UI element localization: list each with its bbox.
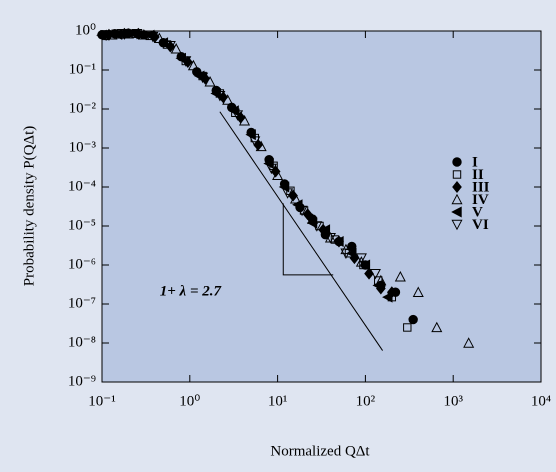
data-point [265, 163, 277, 175]
x-tick-label: 10⁻¹ [88, 393, 115, 409]
legend-marker [451, 206, 462, 218]
data-point [282, 188, 294, 199]
data-point [170, 43, 182, 54]
data-point [249, 136, 261, 147]
data-point [278, 181, 290, 193]
legend-marker [452, 181, 462, 193]
y-tick-label: 10⁻² [69, 100, 97, 116]
y-tick-label: 10⁻³ [69, 139, 97, 155]
data-point [403, 323, 412, 332]
y-tick-label: 10⁻⁶ [68, 256, 96, 272]
data-point [263, 157, 274, 170]
data-point [116, 29, 128, 40]
legend-marker [451, 193, 463, 205]
y-axis-label: Probability density P(QΔt) [21, 126, 37, 286]
y-tick-label: 10⁻⁸ [68, 334, 96, 350]
data-point [346, 247, 357, 259]
legend-label: III [472, 179, 490, 195]
y-tick-label: 10⁻⁷ [68, 295, 96, 311]
x-tick-label: 10⁰ [179, 393, 200, 409]
data-point [272, 169, 284, 180]
data-point [164, 40, 176, 52]
data-point [147, 31, 159, 43]
legend-label: V [472, 204, 483, 220]
data-point [180, 56, 192, 67]
data-point [222, 94, 234, 105]
data-point [408, 314, 418, 325]
x-tick-label: 10³ [443, 393, 463, 409]
data-point [187, 59, 199, 71]
y-tick-label: 10⁻⁴ [68, 178, 96, 194]
plot-area [101, 30, 542, 383]
data-point [333, 235, 344, 248]
x-tick-label: 10⁴ [531, 393, 551, 409]
y-tick-label: 10⁻⁵ [68, 217, 96, 233]
data-point [100, 30, 112, 41]
reference-line [219, 111, 384, 351]
legend-label: I [472, 154, 478, 170]
legend-label: VI [472, 217, 489, 233]
data-point [255, 140, 267, 152]
data-point [324, 233, 336, 244]
legend-label: IV [472, 192, 489, 208]
data-point [311, 221, 323, 232]
data-point [319, 224, 331, 236]
x-axis-label: Normalized QΔt [270, 443, 370, 459]
data-point [111, 28, 123, 40]
data-point [372, 279, 383, 291]
data-point [238, 114, 251, 126]
data-point [340, 248, 352, 260]
data-point [204, 75, 216, 87]
legend-marker [451, 219, 463, 231]
data-point [289, 192, 302, 204]
data-point [394, 270, 406, 282]
data-point [232, 110, 244, 121]
data-point [431, 321, 443, 333]
data-point [197, 72, 209, 84]
legend-label: II [472, 167, 484, 183]
x-tick-label: 10² [356, 393, 376, 409]
data-point [369, 268, 381, 280]
data-point [359, 259, 371, 271]
data-point [157, 37, 169, 49]
data-point [412, 286, 424, 297]
data-point [355, 253, 367, 264]
data-point [302, 208, 313, 221]
x-tick-label: 10¹ [268, 393, 288, 409]
y-tick-label: 10⁻⁹ [68, 373, 96, 389]
slope-triangle [282, 203, 334, 276]
data-point [463, 337, 475, 348]
data-point [355, 256, 367, 267]
legend-marker [452, 157, 462, 167]
annotation: 1+ λ = 2.7 [160, 284, 222, 300]
legend-marker [452, 170, 462, 179]
data-point [131, 29, 143, 40]
y-tick-label: 10⁰ [75, 22, 96, 38]
data-point [214, 90, 226, 102]
data-point [382, 291, 393, 303]
y-tick-label: 10⁻¹ [69, 61, 96, 77]
data-point [296, 205, 308, 217]
